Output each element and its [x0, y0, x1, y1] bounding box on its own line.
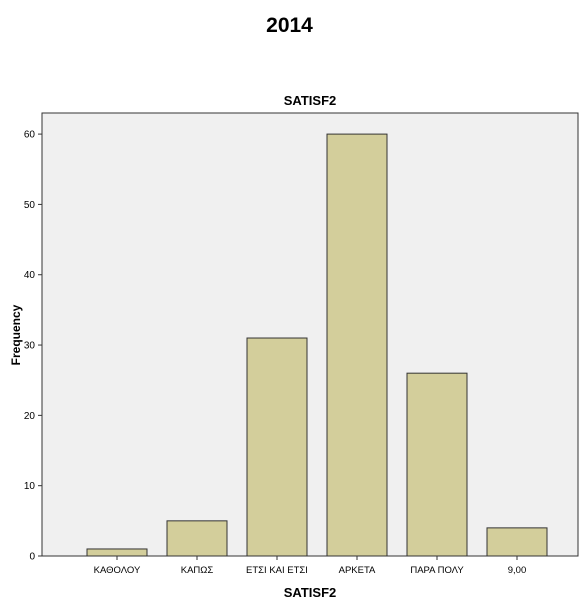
x-tick-label: ΚΑΘΟΛΟΥ: [94, 565, 141, 576]
x-axis-title: SATISF2: [284, 585, 337, 600]
plot-area: [41, 112, 579, 557]
bar: [486, 527, 548, 557]
x-tick-label: ΕΤΣΙ ΚΑΙ ΕΤΣΙ: [246, 565, 308, 576]
y-tick-label: 10: [24, 481, 36, 492]
y-tick-label: 20: [24, 411, 36, 422]
page-heading: 2014: [266, 14, 313, 37]
y-axis: 0 10 20 30 40 50 60: [24, 113, 43, 563]
bar: [406, 372, 468, 557]
y-tick-label: 0: [29, 552, 35, 563]
y-tick-label: 30: [24, 341, 36, 352]
y-tick-label: 40: [24, 270, 36, 281]
bar: [326, 133, 388, 557]
y-tick-label: 50: [24, 200, 36, 211]
x-tick-label: ΠΑΡΑ ΠΟΛΥ: [410, 565, 464, 576]
x-tick-label: ΚΑΠΩΣ: [181, 565, 214, 576]
y-axis-title: Frequency: [9, 304, 23, 365]
x-tick-label: ΑΡΚΕΤΑ: [339, 565, 376, 576]
bar: [86, 548, 148, 557]
bar: [166, 520, 228, 557]
bar: [246, 337, 308, 557]
x-tick-label: 9,00: [508, 565, 527, 576]
chart-title: SATISF2: [284, 93, 337, 108]
x-axis: ΚΑΘΟΛΟΥ ΚΑΠΩΣ ΕΤΣΙ ΚΑΙ ΕΤΣΙ ΑΡΚΕΤΑ ΠΑΡΑ ΠΟΛΥ…: [42, 555, 578, 576]
bars-group: [86, 133, 548, 557]
y-tick-label: 60: [24, 130, 36, 141]
